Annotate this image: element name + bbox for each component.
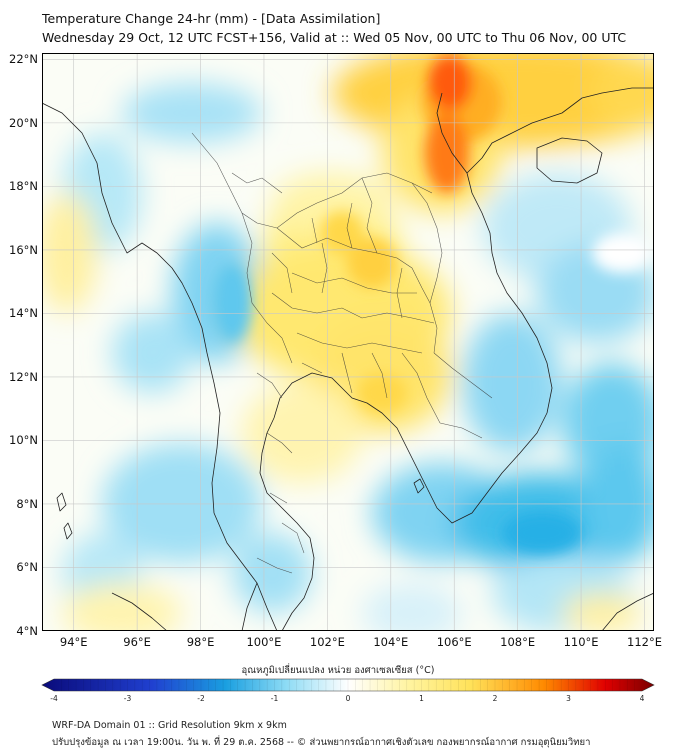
- lon-tick-label: 96°E: [123, 635, 151, 649]
- footer-credit: ปรับปรุงข้อมูล ณ เวลา 19:00น. วัน พ. ที่…: [52, 737, 591, 748]
- colorbar-tick-label: 2: [493, 694, 498, 702]
- footer-model-info: WRF-DA Domain 01 :: Grid Resolution 9km …: [52, 720, 287, 731]
- graticule: [42, 53, 654, 631]
- colorbar-gradient: [41, 678, 655, 692]
- map-panel: [42, 53, 654, 631]
- colorbar-tick-label: -3: [124, 694, 132, 702]
- lon-tick-label: 110°E: [563, 635, 599, 649]
- lon-tick-label: 106°E: [436, 635, 472, 649]
- lat-tick-label: 12°N: [9, 369, 38, 384]
- colorbar-tick-label: 3: [566, 694, 571, 702]
- lon-tick-label: 102°E: [309, 635, 345, 649]
- map-title: Temperature Change 24-hr (mm) - [Data As…: [42, 11, 381, 26]
- lon-tick-label: 104°E: [373, 635, 409, 649]
- lat-tick-label: 22°N: [9, 52, 38, 67]
- colorbar-tick-label: 0: [346, 694, 351, 702]
- lon-tick-label: 94°E: [59, 635, 88, 649]
- colorbar-tick-label: -1: [271, 694, 279, 702]
- coastlines: [42, 87, 654, 631]
- lat-tick-label: 18°N: [9, 179, 38, 194]
- lat-tick-label: 6°N: [16, 560, 38, 575]
- lat-tick-label: 10°N: [9, 433, 38, 448]
- colorbar-tick-label: 1: [419, 694, 424, 702]
- lat-tick-label: 14°N: [9, 306, 38, 321]
- lat-tick-label: 20°N: [9, 115, 38, 130]
- lat-tick-label: 16°N: [9, 242, 38, 257]
- province-borders: [191, 132, 493, 574]
- lon-tick-label: 108°E: [500, 635, 536, 649]
- colorbar-label: อุณหภูมิเปลี่ยนแปลง หน่วย องศาเซลเซียส (…: [241, 665, 435, 676]
- lat-tick-label: 4°N: [16, 624, 38, 638]
- temperature-change-map: [42, 53, 654, 631]
- lon-tick-label: 98°E: [186, 635, 215, 649]
- lon-tick-label: 100°E: [246, 635, 282, 649]
- colorbar-tick-label: 4: [640, 694, 645, 702]
- lon-tick-label: 112°E: [627, 635, 662, 649]
- colorbar-tick-label: -4: [50, 694, 58, 702]
- lat-tick-label: 8°N: [16, 496, 38, 511]
- map-subtitle-valid-time: Wednesday 29 Oct, 12 UTC FCST+156, Valid…: [42, 30, 627, 45]
- colorbar: -4 -3 -2 -1 0 1 2 3 4: [41, 678, 655, 702]
- colorbar-tick-label: -2: [197, 694, 205, 702]
